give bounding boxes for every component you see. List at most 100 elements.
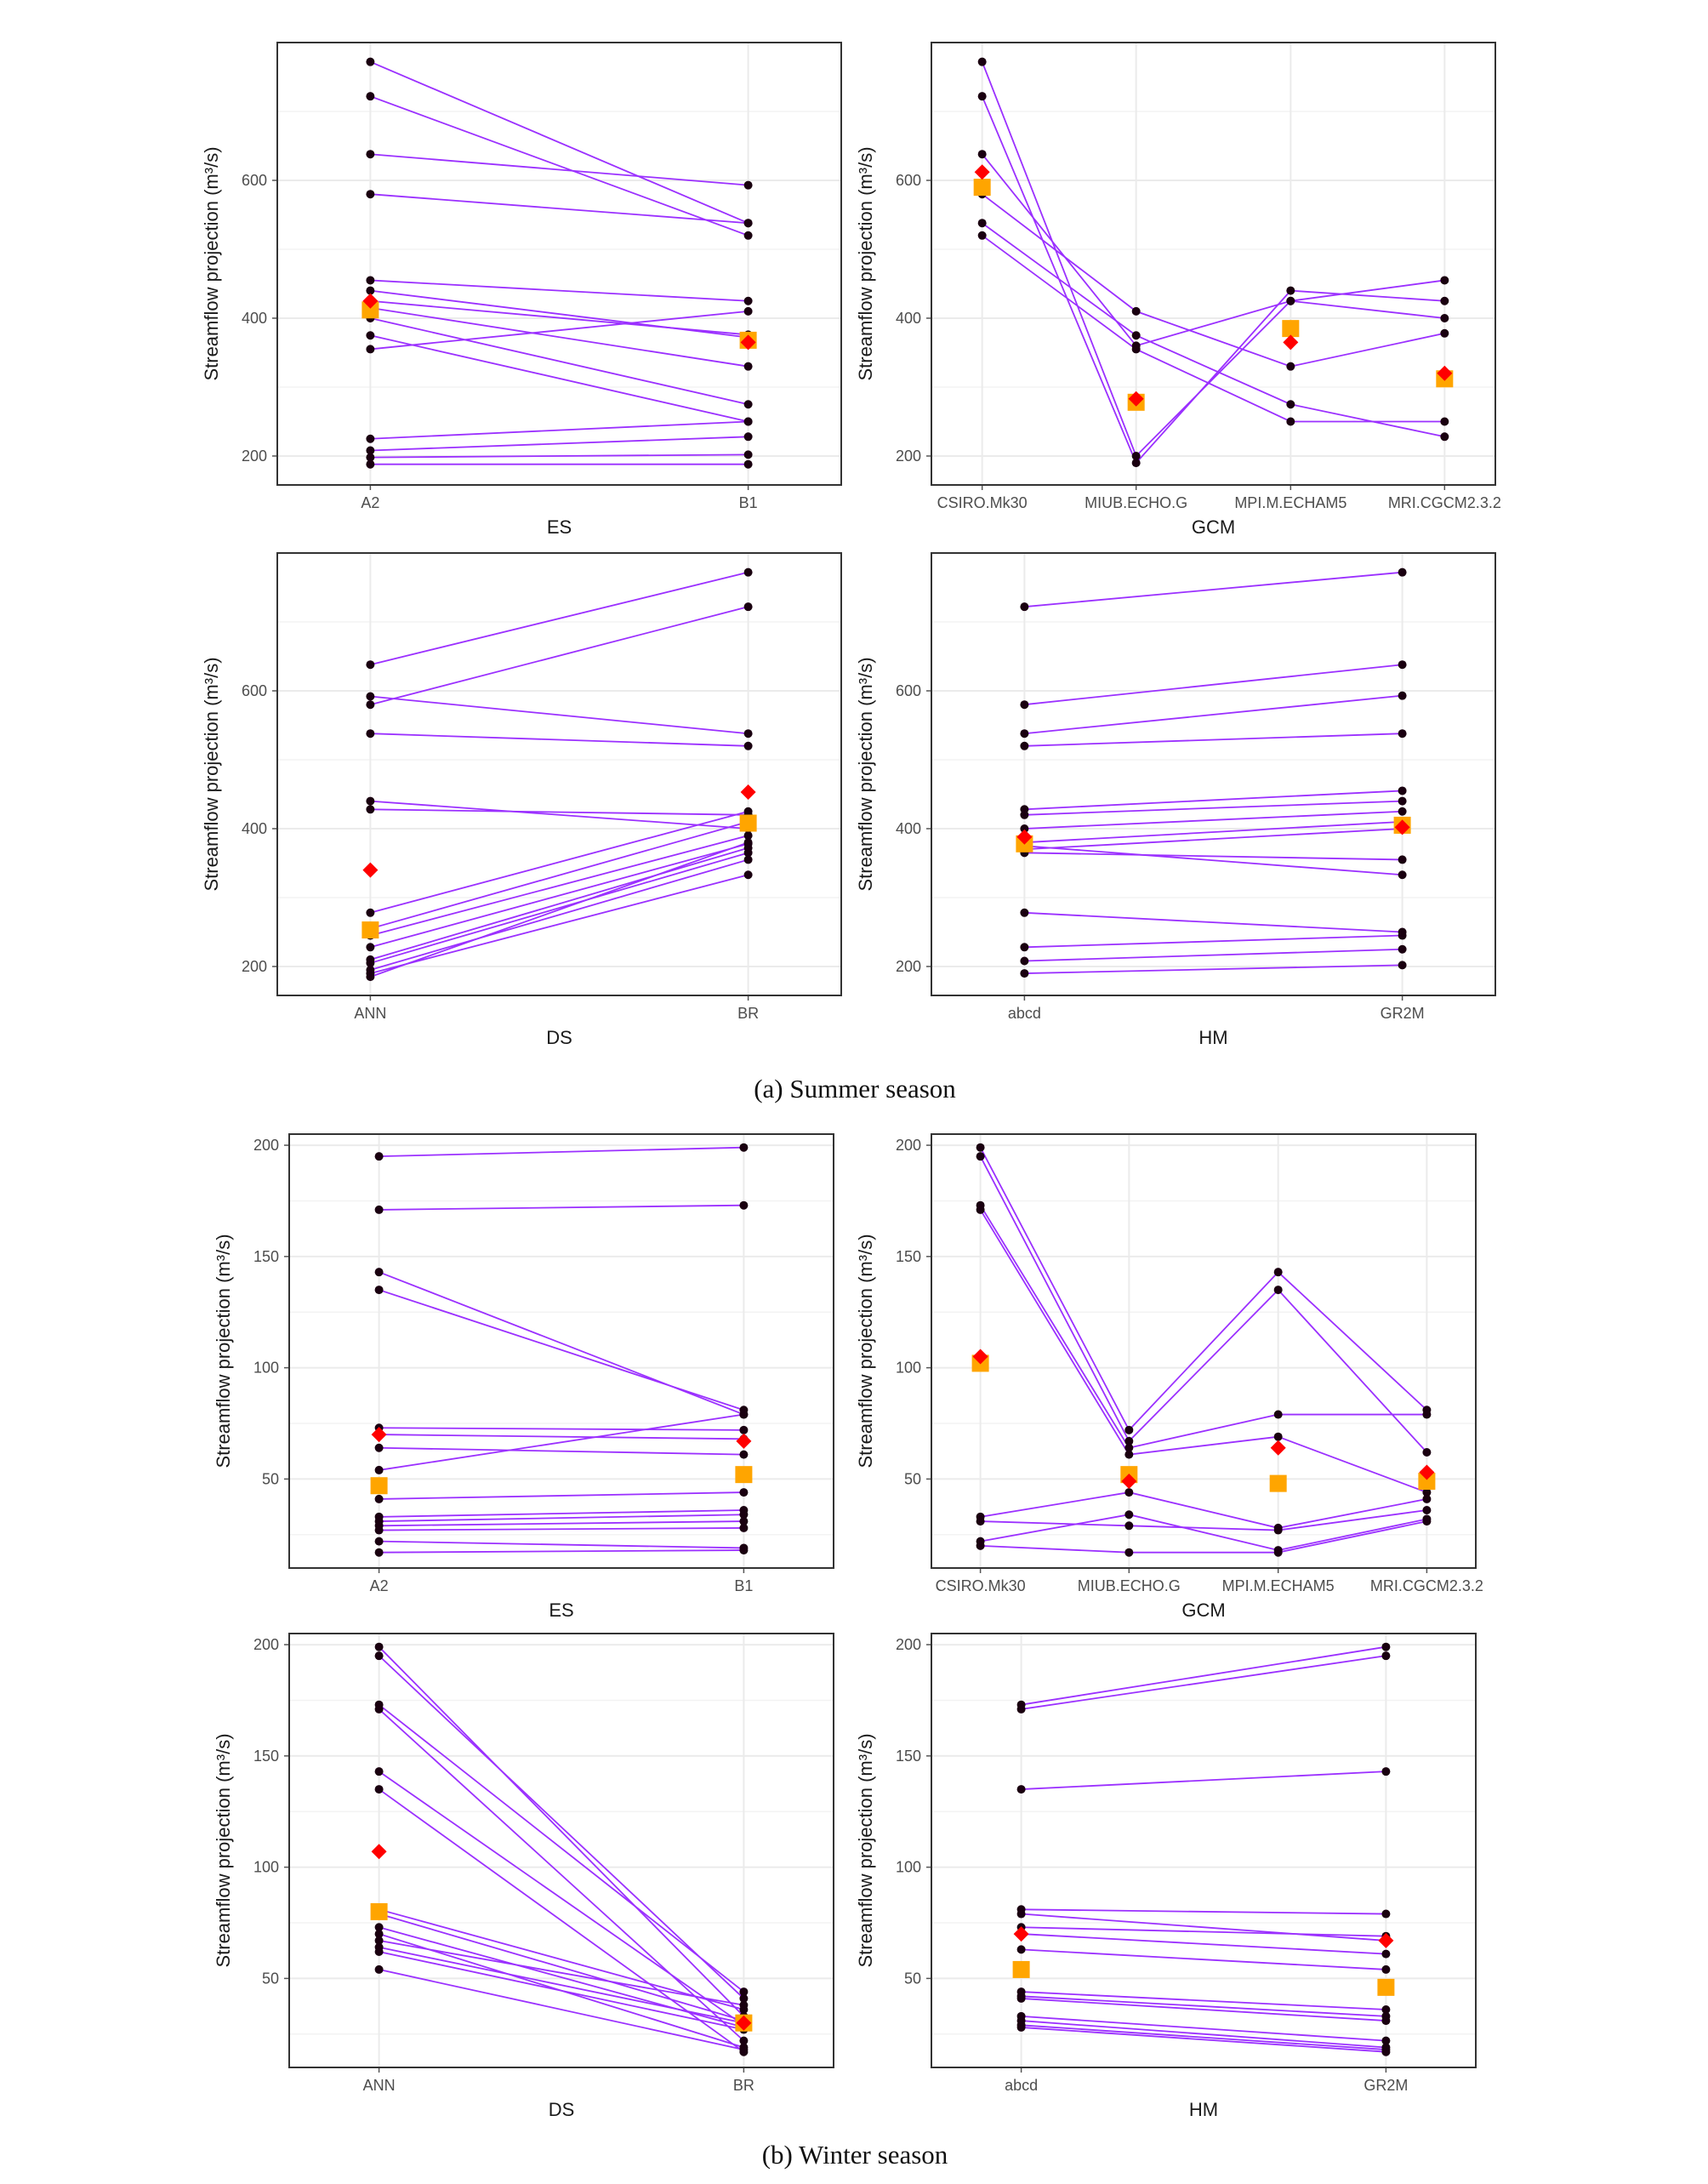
data-point xyxy=(1016,1993,1026,2003)
x-axis-title: GCM xyxy=(1192,516,1235,538)
series-line xyxy=(979,1147,1428,1432)
series-line xyxy=(379,1446,744,1456)
data-point xyxy=(1020,700,1029,710)
series-line xyxy=(1024,828,1403,851)
data-point xyxy=(366,660,375,670)
series-line xyxy=(370,810,749,914)
series-line xyxy=(980,1514,1427,1551)
data-point xyxy=(374,1205,384,1214)
series-line xyxy=(1021,1995,1386,2017)
series-line xyxy=(379,1514,744,1522)
series-line xyxy=(370,842,749,949)
data-point xyxy=(1398,944,1407,954)
data-point xyxy=(1273,1268,1283,1277)
data-point xyxy=(1016,1945,1026,1954)
data-point xyxy=(374,1785,384,1794)
x-tick-label: CSIRO.Mk30 xyxy=(937,494,1028,511)
data-point xyxy=(743,848,753,858)
data-point xyxy=(366,805,375,814)
data-point xyxy=(1381,2036,1391,2045)
data-point xyxy=(374,1704,384,1714)
panel-border xyxy=(931,1633,1477,2068)
data-point xyxy=(374,1525,384,1535)
data-point xyxy=(739,1993,749,2003)
data-point xyxy=(1422,1488,1432,1497)
data-point xyxy=(374,1152,384,1161)
panel-border xyxy=(931,1133,1477,1569)
series-line xyxy=(379,1940,744,2006)
y-tick-label: 600 xyxy=(242,682,267,699)
data-point xyxy=(366,459,375,469)
data-point xyxy=(739,1510,749,1520)
y-axis-title: Streamflow projection (m³/s) xyxy=(855,1234,876,1468)
data-point xyxy=(739,1143,749,1152)
chart-panel: 50 100 150 200 A2 B1 ES Streamflow projection (… xyxy=(213,1133,834,1621)
data-point xyxy=(374,1268,384,1277)
y-tick-label: 200 xyxy=(253,1636,279,1653)
data-point xyxy=(366,700,375,710)
data-point xyxy=(1440,328,1449,338)
mean-marker xyxy=(740,784,756,801)
data-point xyxy=(976,1541,985,1550)
y-axis-title: Streamflow projection (m³/s) xyxy=(855,657,876,891)
data-point xyxy=(1124,1488,1134,1497)
series-line xyxy=(370,334,749,423)
data-point xyxy=(374,1923,384,1932)
series-line xyxy=(379,1204,744,1211)
data-point xyxy=(1440,432,1449,442)
y-tick-label: 100 xyxy=(253,1859,279,1876)
series-line xyxy=(379,1913,744,2021)
series-line xyxy=(1021,2020,1386,2049)
median-marker xyxy=(1418,1473,1436,1490)
data-point xyxy=(743,450,753,459)
data-point xyxy=(1131,306,1141,316)
data-point xyxy=(1020,956,1029,966)
series-line xyxy=(1024,733,1403,747)
mean-marker xyxy=(736,1433,752,1449)
data-point xyxy=(743,741,753,750)
series-line xyxy=(1021,1913,1386,1942)
series-line xyxy=(1021,2015,1386,2042)
data-point xyxy=(1286,400,1295,409)
series-line xyxy=(370,847,749,961)
data-point xyxy=(1422,1410,1432,1419)
data-point xyxy=(1016,1785,1026,1794)
series-line xyxy=(370,800,749,830)
data-point xyxy=(739,2045,749,2055)
data-point xyxy=(976,1205,985,1214)
data-point xyxy=(739,2036,749,2045)
data-point xyxy=(366,331,375,340)
data-point xyxy=(743,180,753,190)
series-line xyxy=(982,193,1445,368)
data-point xyxy=(1398,807,1407,816)
median-marker xyxy=(1269,1474,1287,1492)
y-tick-label: 400 xyxy=(896,310,921,327)
mean-marker xyxy=(362,293,379,309)
y-tick-label: 600 xyxy=(896,682,921,699)
data-point xyxy=(366,446,375,455)
data-point xyxy=(1398,729,1407,738)
chart-panel: 50 100 150 200 CSIRO.Mk30 MIUB.ECHO.G MPI.M.EC… xyxy=(855,1133,1483,1621)
series-line xyxy=(982,222,1445,438)
mean-marker xyxy=(1283,334,1299,351)
data-point xyxy=(743,432,753,442)
series-line xyxy=(379,1146,744,1158)
mean-marker xyxy=(1016,829,1033,845)
mean-marker xyxy=(1013,1926,1029,1942)
x-axis-title: ES xyxy=(547,516,572,538)
data-point xyxy=(1422,1506,1432,1514)
data-point xyxy=(743,831,753,841)
data-point xyxy=(366,908,375,917)
series-line xyxy=(1024,934,1403,949)
data-point xyxy=(1020,969,1029,978)
mean-marker xyxy=(1419,1464,1435,1480)
y-axis-title: Streamflow projection (m³/s) xyxy=(201,657,222,891)
data-point xyxy=(1381,1651,1391,1661)
series-line xyxy=(379,1491,744,1500)
y-tick-label: 50 xyxy=(262,1970,279,1987)
series-line xyxy=(1024,664,1403,706)
y-tick-label: 200 xyxy=(253,1137,279,1154)
x-tick-label: B1 xyxy=(734,1577,753,1594)
data-point xyxy=(1124,1548,1134,1557)
summer-caption: (a) Summer season xyxy=(754,1074,956,1103)
